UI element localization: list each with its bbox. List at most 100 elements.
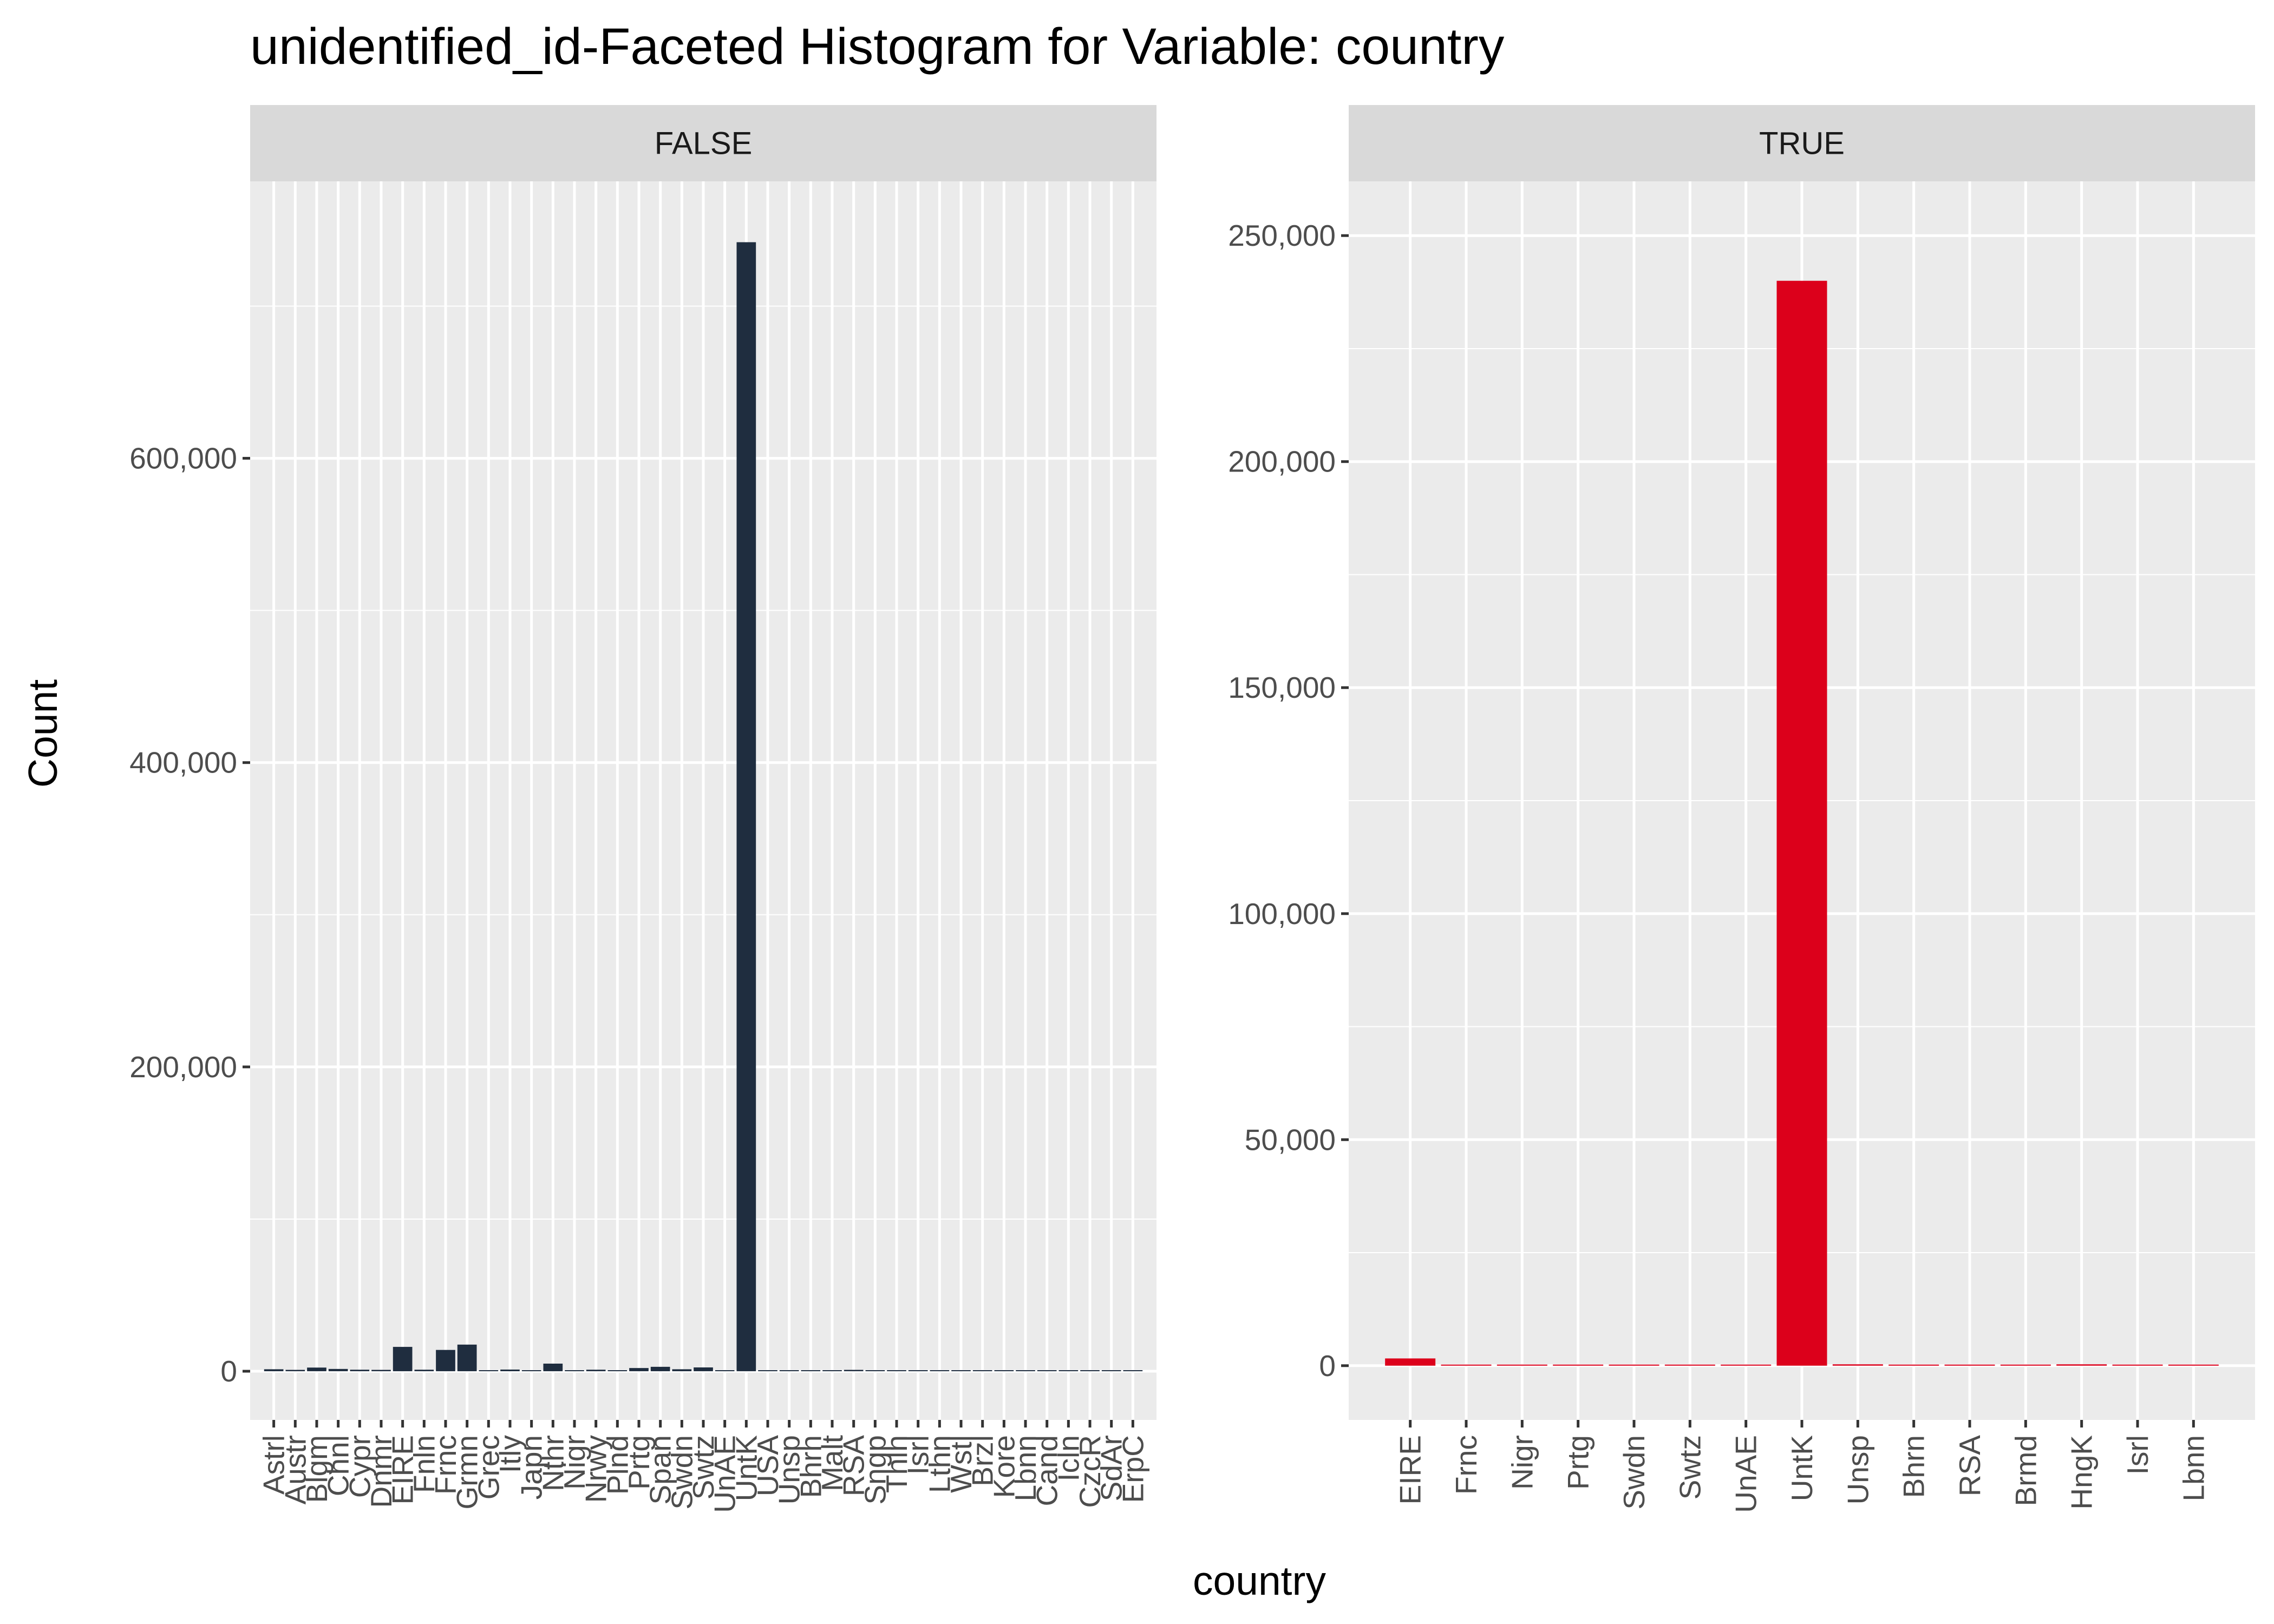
x-tick-label-frnc: Frnc	[1449, 1435, 1483, 1495]
facet-strip-label: FALSE	[655, 126, 753, 161]
x-tick-label-usa: USA	[751, 1435, 785, 1496]
y-axis-title: Count	[20, 679, 66, 788]
x-tick-label-cand: Cand	[1030, 1435, 1064, 1506]
bar-austr	[285, 1370, 305, 1372]
y-tick-label: 0	[220, 1354, 237, 1388]
bar-rsa	[1944, 1364, 1995, 1366]
bar-frnc	[1441, 1364, 1492, 1366]
y-tick-label: 200,000	[129, 1050, 237, 1084]
bar-rsa	[844, 1370, 864, 1372]
x-tick-label-frnc: Frnc	[429, 1435, 462, 1495]
bar-usa	[758, 1370, 777, 1372]
bar-brzl	[972, 1370, 992, 1372]
x-tick-label-rsa: RSA	[837, 1435, 871, 1496]
bar-grec	[479, 1370, 499, 1372]
y-tick-label: 100,000	[1228, 897, 1336, 931]
x-tick-label-untk: UntK	[729, 1435, 763, 1502]
x-tick-label-kore: Kore	[987, 1435, 1021, 1498]
chart-title: unidentified_id-Faceted Histogram for Va…	[250, 18, 1505, 75]
bar-itly	[500, 1369, 520, 1372]
bar-cypr	[350, 1370, 370, 1372]
x-tick-label-lbnn: Lbnn	[2177, 1435, 2210, 1501]
bar-span	[650, 1366, 670, 1372]
bar-bhrn	[1889, 1364, 1939, 1366]
bar-hngk	[2056, 1364, 2107, 1366]
x-tick-label-eire: EIRE	[386, 1435, 420, 1504]
bar-prtg	[1553, 1364, 1604, 1366]
bar-isrl	[908, 1370, 928, 1372]
bar-swtz	[694, 1367, 713, 1372]
x-tick-label-swdn: Swdn	[1617, 1435, 1651, 1510]
x-tick-label-rsa: RSA	[1953, 1435, 1987, 1496]
bar-swtz	[1664, 1364, 1715, 1366]
bar-nigr	[1497, 1364, 1547, 1366]
x-tick-label-isrl: Isrl	[2121, 1435, 2154, 1475]
x-tick-label-swtz: Swtz	[687, 1435, 720, 1499]
bar-blgm	[307, 1367, 326, 1372]
bar-untk	[736, 242, 756, 1372]
bar-unae	[1721, 1364, 1772, 1366]
x-tick-label-brmd: Brmd	[2009, 1435, 2042, 1506]
bar-cand	[1037, 1370, 1057, 1372]
x-tick-label-dnmr: Dnmr	[364, 1435, 398, 1508]
x-tick-label-untk: UntK	[1785, 1435, 1819, 1502]
bar-prtg	[629, 1368, 649, 1372]
x-tick-label-austr: Austr	[278, 1435, 312, 1504]
x-tick-label-nrwy: Nrwy	[579, 1435, 613, 1503]
x-tick-label-hngk: HngK	[2065, 1435, 2099, 1510]
bar-bhrn	[801, 1370, 821, 1372]
facet-strip-label: TRUE	[1759, 126, 1845, 161]
bar-unae	[715, 1370, 735, 1372]
bar-icln	[1058, 1370, 1079, 1372]
x-tick-label-erpc: ErpC	[1116, 1435, 1149, 1503]
bar-erpc	[1123, 1370, 1143, 1372]
bar-eire	[1385, 1358, 1436, 1366]
facets-layer: FALSE 0 200,000 400,000 600,000 AstrlAustrBlg…	[129, 105, 2255, 1513]
bar-swdn	[672, 1369, 692, 1372]
x-tick-label-cypr: Cypr	[343, 1435, 376, 1498]
bar-nrwy	[586, 1370, 606, 1372]
x-tick-label-japn: Japn	[515, 1435, 548, 1499]
x-tick-label-thln: Thln	[880, 1435, 913, 1493]
bar-plnd	[607, 1370, 628, 1372]
bar-japn	[521, 1370, 541, 1372]
facet-panel-true: TRUE 0 50,000 100,000 150,000 200,000 250,000 E…	[1228, 105, 2255, 1513]
x-tick-label-grec: Grec	[472, 1435, 505, 1499]
y-tick-label: 200,000	[1228, 445, 1336, 479]
bar-wstl	[951, 1370, 971, 1372]
y-tick-label: 0	[1319, 1349, 1336, 1383]
bar-grmn	[457, 1344, 477, 1372]
x-tick-label-nigr: Nigr	[558, 1435, 591, 1490]
x-tick-label-lbnn: Lbnn	[1009, 1435, 1042, 1501]
facet-strip	[250, 105, 1156, 181]
x-tick-label-unae: UnAE	[708, 1435, 742, 1513]
bar-brmd	[2000, 1364, 2051, 1366]
bar-untk	[1776, 280, 1827, 1366]
x-tick-label-unae: UnAE	[1729, 1435, 1763, 1513]
x-tick-label-unsp: Unsp	[773, 1435, 806, 1504]
x-tick-label-prtg: Prtg	[1561, 1435, 1595, 1490]
x-tick-label-span: Span	[644, 1435, 677, 1504]
bar-eire	[393, 1347, 413, 1372]
y-tick-label: 250,000	[1228, 219, 1336, 252]
bar-sngp	[865, 1370, 885, 1372]
x-tick-label-nthr: Nthr	[536, 1435, 570, 1491]
x-tick-label-malt: Malt	[815, 1435, 849, 1491]
facet-strip	[1349, 105, 2255, 181]
bar-thln	[887, 1370, 906, 1372]
bar-nthr	[543, 1364, 563, 1372]
x-tick-label-plnd: Plnd	[600, 1435, 634, 1495]
x-tick-label-sngp: Sngp	[858, 1435, 892, 1504]
y-tick-label: 400,000	[129, 746, 237, 780]
bar-lthn	[930, 1370, 950, 1372]
bar-swdn	[1609, 1364, 1659, 1366]
bar-malt	[822, 1370, 842, 1372]
y-tick-label: 50,000	[1245, 1123, 1336, 1156]
x-tick-label-bhrn: Bhrn	[1897, 1435, 1931, 1498]
x-tick-label-nigr: Nigr	[1505, 1435, 1539, 1490]
x-tick-label-astrl: Astrl	[257, 1435, 291, 1495]
bar-lbnn	[2168, 1364, 2219, 1366]
x-tick-label-bhrn: Bhrn	[794, 1435, 827, 1498]
